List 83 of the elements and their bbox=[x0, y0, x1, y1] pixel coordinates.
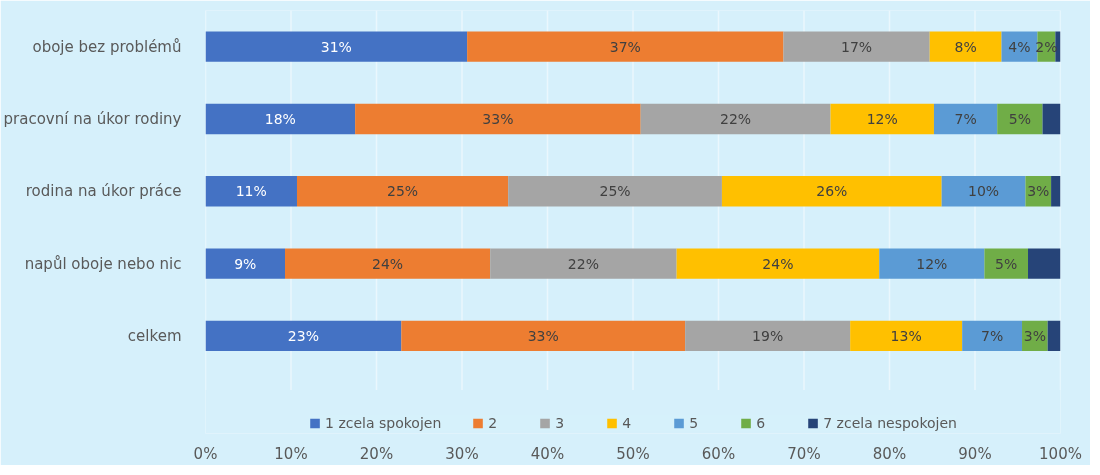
bar bbox=[467, 31, 784, 62]
bar bbox=[205, 248, 286, 279]
bar bbox=[1051, 176, 1061, 207]
bar bbox=[783, 31, 930, 62]
data-label: 33% bbox=[527, 327, 559, 344]
data-label: 12% bbox=[866, 110, 898, 127]
bar bbox=[1042, 103, 1061, 135]
x-tick-label: 10% bbox=[274, 444, 308, 463]
bar bbox=[205, 31, 468, 62]
x-tick-label: 20% bbox=[359, 444, 394, 463]
x-tick-label: 100% bbox=[1039, 444, 1082, 463]
y-tick-label: napůl oboje nebo nic bbox=[24, 254, 182, 273]
legend-label: 6 bbox=[756, 415, 767, 431]
legend-label: 3 bbox=[555, 415, 566, 431]
bar bbox=[997, 103, 1043, 135]
data-label: 37% bbox=[609, 38, 641, 55]
bar bbox=[941, 176, 1026, 207]
bar bbox=[879, 248, 985, 279]
x-tick-label: 50% bbox=[616, 444, 650, 463]
data-label: 33% bbox=[482, 110, 514, 127]
data-label: 7% bbox=[954, 110, 977, 127]
bar bbox=[850, 320, 963, 352]
y-tick-label: pracovní na úkor rodiny bbox=[3, 109, 182, 128]
data-label: 5% bbox=[995, 255, 1018, 272]
data-label: 22% bbox=[720, 110, 752, 127]
data-label: 3% bbox=[1023, 327, 1046, 344]
x-tick-label: 0% bbox=[193, 444, 218, 463]
data-label: 31% bbox=[320, 38, 352, 55]
data-label: 24% bbox=[762, 255, 794, 272]
data-label: 9% bbox=[234, 255, 257, 272]
x-tick-label: 80% bbox=[872, 444, 907, 463]
data-label: 12% bbox=[916, 255, 948, 272]
y-tick-label: oboje bez problémů bbox=[32, 37, 182, 56]
y-tick-label: celkem bbox=[127, 326, 182, 345]
bar bbox=[355, 103, 641, 135]
bar bbox=[205, 176, 297, 207]
data-label: 26% bbox=[816, 183, 848, 200]
data-label: 7% bbox=[980, 327, 1004, 344]
x-tick-label: 30% bbox=[445, 444, 479, 463]
data-label: 22% bbox=[567, 255, 599, 272]
bar bbox=[205, 103, 356, 135]
legend-label: 5 bbox=[689, 415, 700, 431]
data-label: 13% bbox=[890, 327, 922, 344]
x-tick-label: 60% bbox=[701, 444, 736, 463]
bar bbox=[1047, 320, 1061, 352]
data-label: 11% bbox=[235, 183, 267, 200]
data-label: 25% bbox=[599, 183, 631, 200]
bar bbox=[984, 248, 1029, 279]
bar bbox=[205, 320, 402, 352]
legend-label: 1 zcela spokojen bbox=[325, 415, 442, 431]
x-tick-label: 90% bbox=[958, 444, 992, 463]
bar bbox=[685, 320, 851, 352]
data-label: 8% bbox=[954, 38, 977, 55]
data-label: 18% bbox=[264, 110, 296, 127]
data-label: 3% bbox=[1027, 183, 1050, 200]
bar bbox=[962, 320, 1023, 352]
data-label: 4% bbox=[1008, 38, 1031, 55]
legend-label: 2 bbox=[488, 415, 499, 431]
bar bbox=[676, 248, 880, 279]
data-label: 25% bbox=[387, 183, 419, 200]
bar bbox=[721, 176, 942, 207]
bar bbox=[929, 31, 1002, 62]
data-label: 19% bbox=[752, 327, 784, 344]
bar bbox=[285, 248, 491, 279]
bar bbox=[296, 176, 509, 207]
y-tick-label: rodina na úkor práce bbox=[25, 182, 182, 201]
bar bbox=[933, 103, 998, 135]
bar bbox=[490, 248, 677, 279]
legend-label: 7 zcela nespokojen bbox=[823, 415, 957, 431]
x-tick-label: 40% bbox=[530, 444, 565, 463]
legend-label: 4 bbox=[622, 415, 633, 431]
bar bbox=[1028, 248, 1061, 279]
bar bbox=[640, 103, 831, 135]
bar bbox=[401, 320, 686, 352]
data-label: 24% bbox=[372, 255, 404, 272]
bar bbox=[508, 176, 722, 207]
bar bbox=[830, 103, 934, 135]
data-label: 5% bbox=[1008, 110, 1031, 127]
bar bbox=[1055, 31, 1061, 62]
data-label: 17% bbox=[841, 38, 873, 55]
x-tick-label: 70% bbox=[787, 444, 821, 463]
data-label: 10% bbox=[967, 183, 1000, 200]
data-label: 23% bbox=[287, 327, 319, 344]
